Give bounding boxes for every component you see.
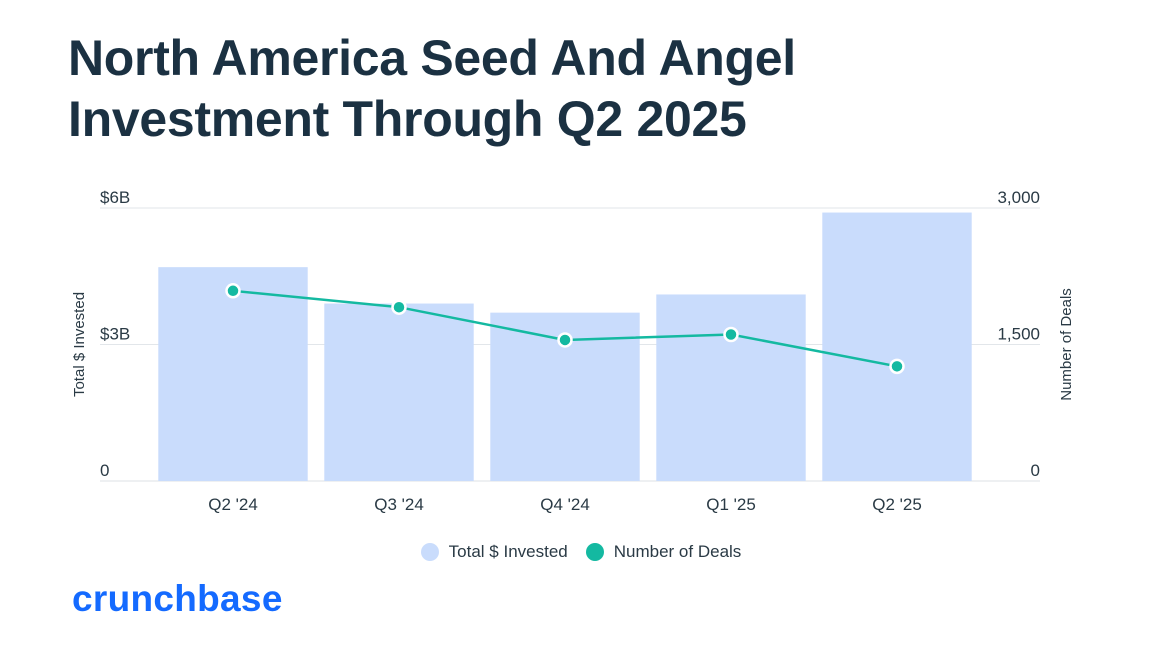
legend-swatch-deals [585,543,604,561]
left-tick-label: $3B [100,325,130,344]
chart-legend: Total $ Invested Number of Deals [0,542,1162,562]
x-tick-label: Q3 '24 [374,495,424,514]
right-tick-label: 3,000 [997,188,1040,207]
legend-swatch-invested [420,543,439,561]
legend-label-deals: Number of Deals [613,542,742,561]
bar-4 [656,294,806,481]
x-tick-label: Q1 '25 [706,495,756,514]
legend-item-invested: Total $ Invested [420,542,568,562]
x-tick-label: Q2 '25 [872,495,922,514]
chart-title-line-1: North America Seed And Angel [68,30,796,86]
bar-1 [158,267,308,481]
left-tick-label: 0 [100,461,109,480]
bar-2 [324,303,474,481]
right-tick-label: 0 [1031,461,1040,480]
deals-point-1 [225,283,241,299]
deals-point-4 [723,326,739,343]
crunchbase-logo: crunchbase [72,578,283,619]
right-tick-label: 1,500 [997,325,1040,344]
legend-label-invested: Total $ Invested [448,542,568,561]
deals-point-2 [391,299,407,315]
deals-point-3 [557,332,573,348]
x-tick-label: Q4 '24 [540,495,590,514]
bar-5 [822,212,972,482]
chart-title: North America Seed And Angel Investment … [68,28,1068,150]
legend-item-deals: Number of Deals [585,542,742,562]
right-axis-title: Number of Deals [1058,288,1075,401]
x-tick-label: Q2 '24 [208,495,258,514]
deals-point-5 [889,358,905,375]
left-tick-label: $6B [100,188,130,207]
chart-title-line-2: Investment Through Q2 2025 [68,91,747,147]
left-axis-title: Total $ Invested [71,292,88,397]
